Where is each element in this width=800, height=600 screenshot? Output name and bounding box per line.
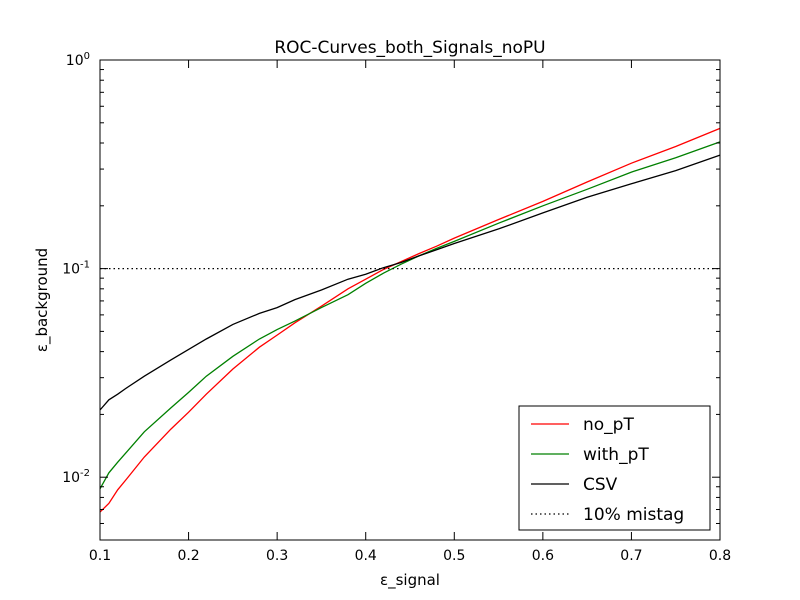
legend-label-3: 10% mistag — [583, 505, 684, 525]
x-tick-label: 0.4 — [355, 548, 377, 564]
plot-area — [99, 127, 721, 513]
x-tick-label: 0.5 — [443, 548, 465, 564]
x-tick-label: 0.8 — [709, 548, 731, 564]
x-tick-label: 0.6 — [532, 548, 554, 564]
chart-title: ROC-Curves_both_Signals_noPU — [274, 38, 545, 58]
legend-label-1: with_pT — [583, 445, 649, 465]
x-tick-label: 0.1 — [89, 548, 111, 564]
y-tick-label: 10-2 — [62, 468, 90, 486]
x-tick-label: 0.7 — [620, 548, 642, 564]
y-tick-label: 10-1 — [62, 260, 90, 278]
legend-label-2: CSV — [583, 475, 618, 495]
series-line-2 — [99, 154, 721, 411]
x-axis-label: ε_signal — [380, 571, 440, 590]
series-line-0 — [99, 127, 721, 513]
plot-frame — [99, 59, 721, 541]
axis-ticks: 0.1 0.2 0.3 0.4 0.5 0.6 0.7 0.8 10-2 10-1 100 — [62, 51, 731, 564]
legend: no_pT with_pT CSV 10% mistag — [518, 405, 711, 531]
legend-box — [518, 405, 711, 531]
x-tick-label: 0.2 — [177, 548, 199, 564]
y-axis-label: ε_background — [33, 248, 52, 352]
y-tick-label: 100 — [66, 51, 90, 69]
x-tick-label: 0.3 — [266, 548, 288, 564]
legend-label-0: no_pT — [583, 415, 634, 435]
series-line-1 — [99, 141, 721, 490]
